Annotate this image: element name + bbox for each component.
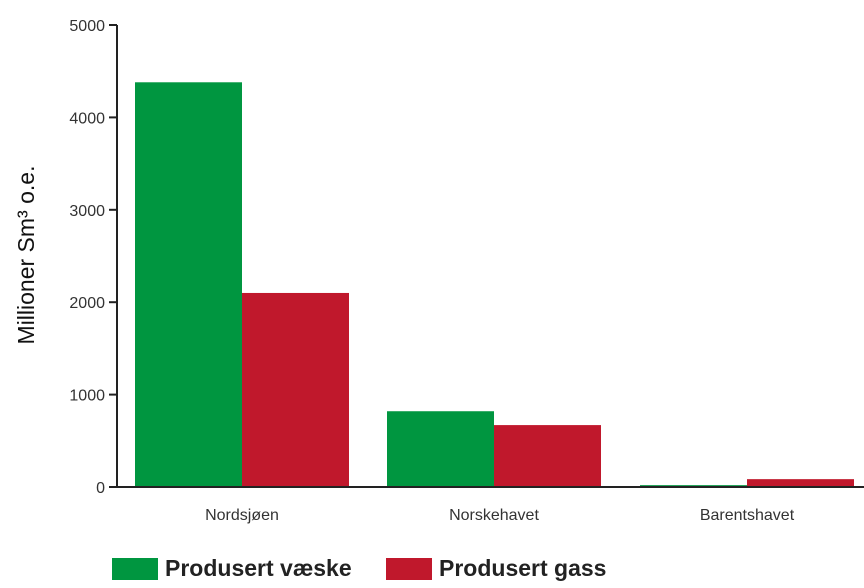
bars-group bbox=[135, 82, 854, 488]
legend-label-gas: Produsert gass bbox=[439, 555, 607, 581]
y-tick-label: 0 bbox=[96, 480, 105, 497]
y-tick-label: 5000 bbox=[69, 18, 105, 35]
y-tick-label: 2000 bbox=[69, 295, 105, 312]
x-category-label: Barentshavet bbox=[700, 507, 795, 524]
legend-swatch-gas bbox=[386, 557, 432, 580]
bar-liquid-0 bbox=[135, 82, 242, 488]
y-tick-label: 3000 bbox=[69, 203, 105, 220]
bar-gas-1 bbox=[494, 425, 601, 487]
x-category-label: Nordsjøen bbox=[205, 507, 279, 524]
legend: Produsert væske Produsert gass bbox=[0, 555, 864, 587]
legend-swatch-liquid bbox=[112, 557, 158, 580]
bar-gas-2 bbox=[747, 479, 854, 487]
bar-liquid-1 bbox=[387, 411, 494, 487]
y-axis-label: Millioner Sm³ o.e. bbox=[13, 166, 39, 345]
legend-item-gas: Produsert gass bbox=[386, 555, 606, 582]
x-category-label: Norskehavet bbox=[449, 507, 539, 524]
y-tick-label: 4000 bbox=[69, 110, 105, 127]
x-labels-group: Nordsjøen Norskehavet Barentshavet bbox=[205, 507, 795, 524]
legend-item-liquid: Produsert væske bbox=[112, 555, 352, 582]
y-tick-label: 1000 bbox=[69, 388, 105, 405]
bar-chart: Millioner Sm³ o.e. 0 1000 2000 3000 4000 5000… bbox=[13, 18, 864, 524]
y-ticks-group: 0 1000 2000 3000 4000 5000 bbox=[69, 18, 117, 497]
legend-label-liquid: Produsert væske bbox=[165, 555, 352, 581]
bar-gas-0 bbox=[242, 292, 349, 487]
